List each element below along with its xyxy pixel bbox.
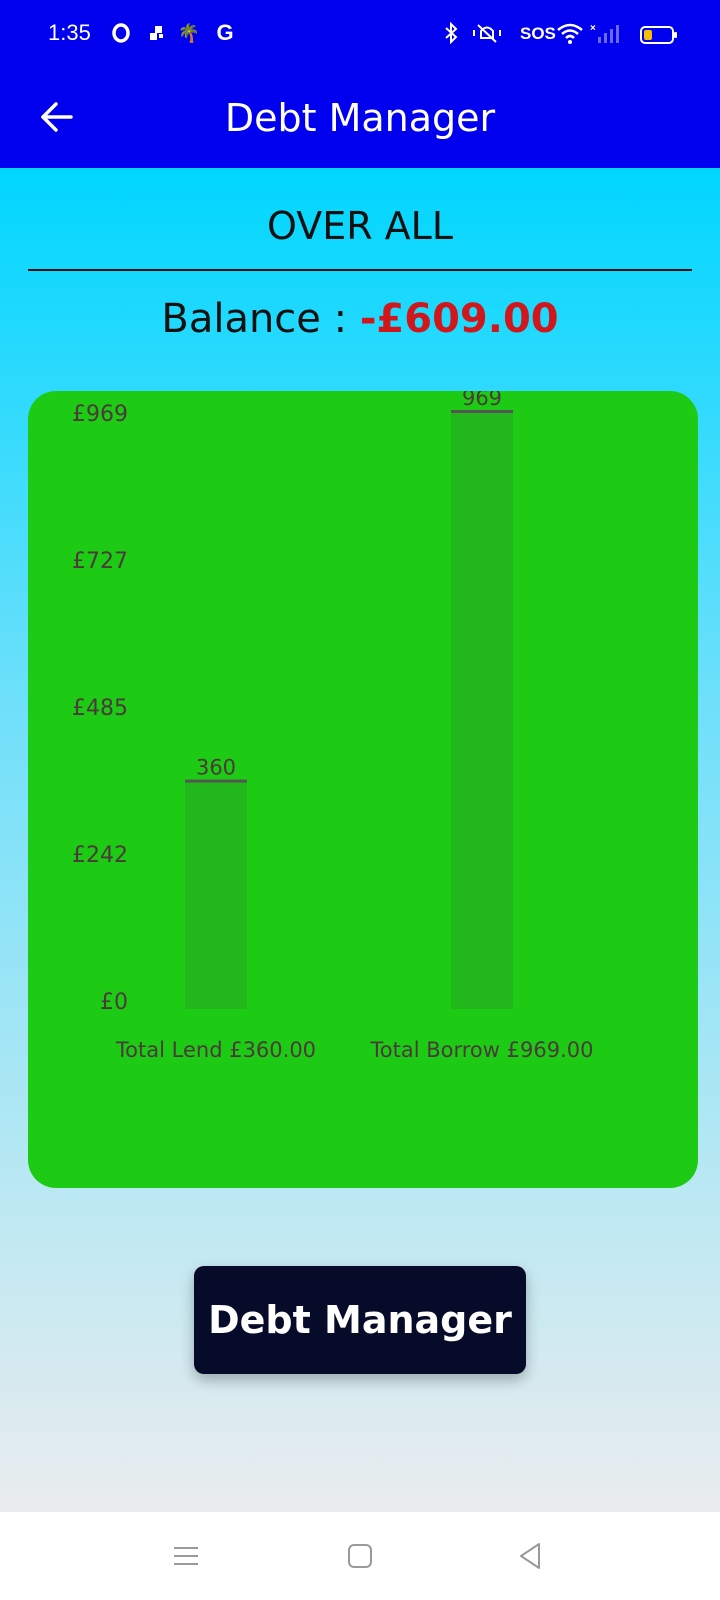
wifi-icon [556, 22, 584, 44]
status-bar: 1:35 🌴 G SOS × [0, 0, 720, 70]
y-tick-label: £0 [100, 990, 128, 1015]
balance-value: -£609.00 [359, 296, 559, 342]
content-area: OVER ALL Balance : -£609.00 £0 £242 £485 £7… [0, 168, 720, 1512]
app-title: Debt Manager [224, 96, 496, 140]
opera-icon [110, 22, 132, 44]
menu-button[interactable] [164, 1534, 208, 1578]
bar-top-line [451, 410, 513, 413]
y-tick-label: £485 [72, 696, 128, 721]
signal-icon: × [590, 22, 620, 44]
bar-chart: £0 £242 £485 £727 £969 360 969 Total Lend £360.… [72, 391, 594, 1062]
sos-label: SOS [520, 24, 556, 43]
balance-label: Balance : [161, 296, 360, 342]
back-triangle-icon [520, 1543, 540, 1569]
bar-value-label: 969 [462, 391, 502, 410]
bar [451, 413, 513, 1009]
bar-top-line [185, 779, 247, 783]
arrow-left-icon [41, 102, 73, 132]
bluetooth-icon [440, 22, 462, 44]
nav-bar [0, 1512, 720, 1600]
back-nav-button[interactable] [508, 1534, 552, 1578]
battery-icon [640, 26, 677, 44]
bar [185, 782, 247, 1009]
grid-app-icon [146, 22, 168, 44]
balance-row: Balance : -£609.00 [0, 296, 720, 342]
svg-text:×: × [590, 23, 596, 34]
google-icon: G [216, 20, 234, 45]
battery-level [644, 30, 652, 40]
app-bar: Debt Manager [0, 70, 720, 168]
palm-tree-icon: 🌴 [177, 22, 201, 43]
category-label: Total Borrow £969.00 [370, 1038, 594, 1062]
menu-icon [174, 1547, 198, 1565]
status-time: 1:35 [48, 20, 91, 45]
y-tick-label: £969 [72, 402, 128, 427]
divider [28, 269, 692, 271]
bar-value-label: 360 [196, 756, 236, 780]
home-square-icon [348, 1544, 372, 1568]
back-button[interactable] [34, 94, 80, 140]
y-tick-label: £727 [72, 549, 128, 574]
mute-bell-icon [472, 22, 502, 44]
y-tick-label: £242 [72, 843, 128, 868]
home-button[interactable] [338, 1534, 382, 1578]
section-title: OVER ALL [266, 204, 454, 248]
debt-manager-button[interactable]: Debt Manager [194, 1266, 526, 1374]
category-label: Total Lend £360.00 [115, 1038, 316, 1062]
chart-card: £0 £242 £485 £727 £969 360 969 Total Lend £360.… [28, 391, 698, 1188]
